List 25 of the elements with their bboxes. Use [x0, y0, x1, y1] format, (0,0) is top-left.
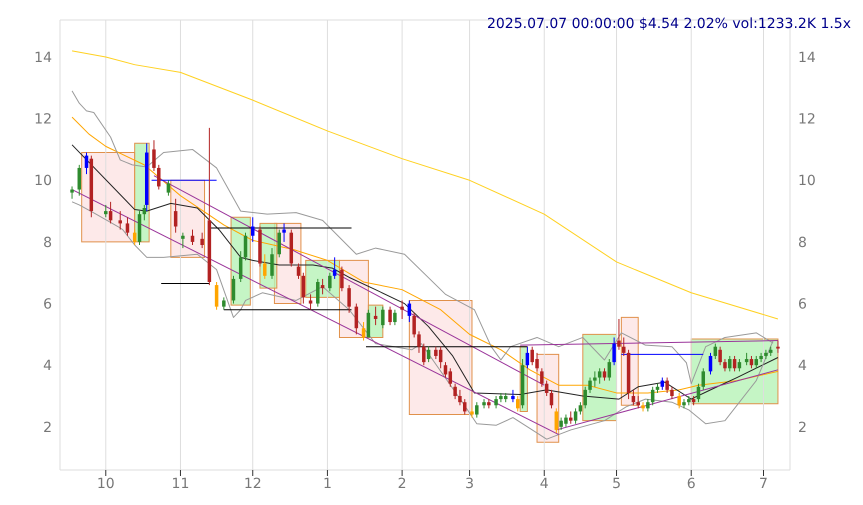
y-tick-label: 2: [43, 420, 52, 436]
x-tick-label: 4: [540, 476, 549, 492]
x-tick-label: 12: [244, 476, 262, 492]
x-tick-label: 5: [612, 476, 621, 492]
x-tick-label: 10: [96, 476, 115, 492]
chart-title: 2025.07.07 00:00:00 $4.54 2.02% vol:1233.2K 1.5x: [486, 16, 851, 32]
y2-tick-label: 12: [798, 112, 816, 128]
x-tick-label: 3: [465, 476, 474, 492]
y2-tick-label: 2: [798, 420, 807, 436]
y-tick-label: 14: [34, 50, 52, 66]
x-tick-label: 1: [322, 476, 332, 492]
y2-tick-label: 4: [798, 358, 807, 374]
y2-tick-label: 10: [798, 173, 816, 190]
y2-tick-label: 14: [798, 50, 816, 66]
y-tick-label: 10: [34, 173, 52, 190]
y-tick-label: 6: [43, 296, 52, 313]
x-tick-label: 7: [759, 476, 768, 492]
y2-tick-label: 6: [798, 296, 807, 313]
x-tick-label: 2: [398, 476, 407, 492]
y-tick-label: 8: [43, 234, 52, 251]
y-tick-label: 12: [34, 112, 52, 128]
x-tick-label: 6: [686, 476, 696, 492]
y-tick-label: 4: [43, 358, 52, 374]
x-tick-label: 11: [172, 476, 190, 492]
y2-tick-label: 8: [798, 234, 807, 251]
